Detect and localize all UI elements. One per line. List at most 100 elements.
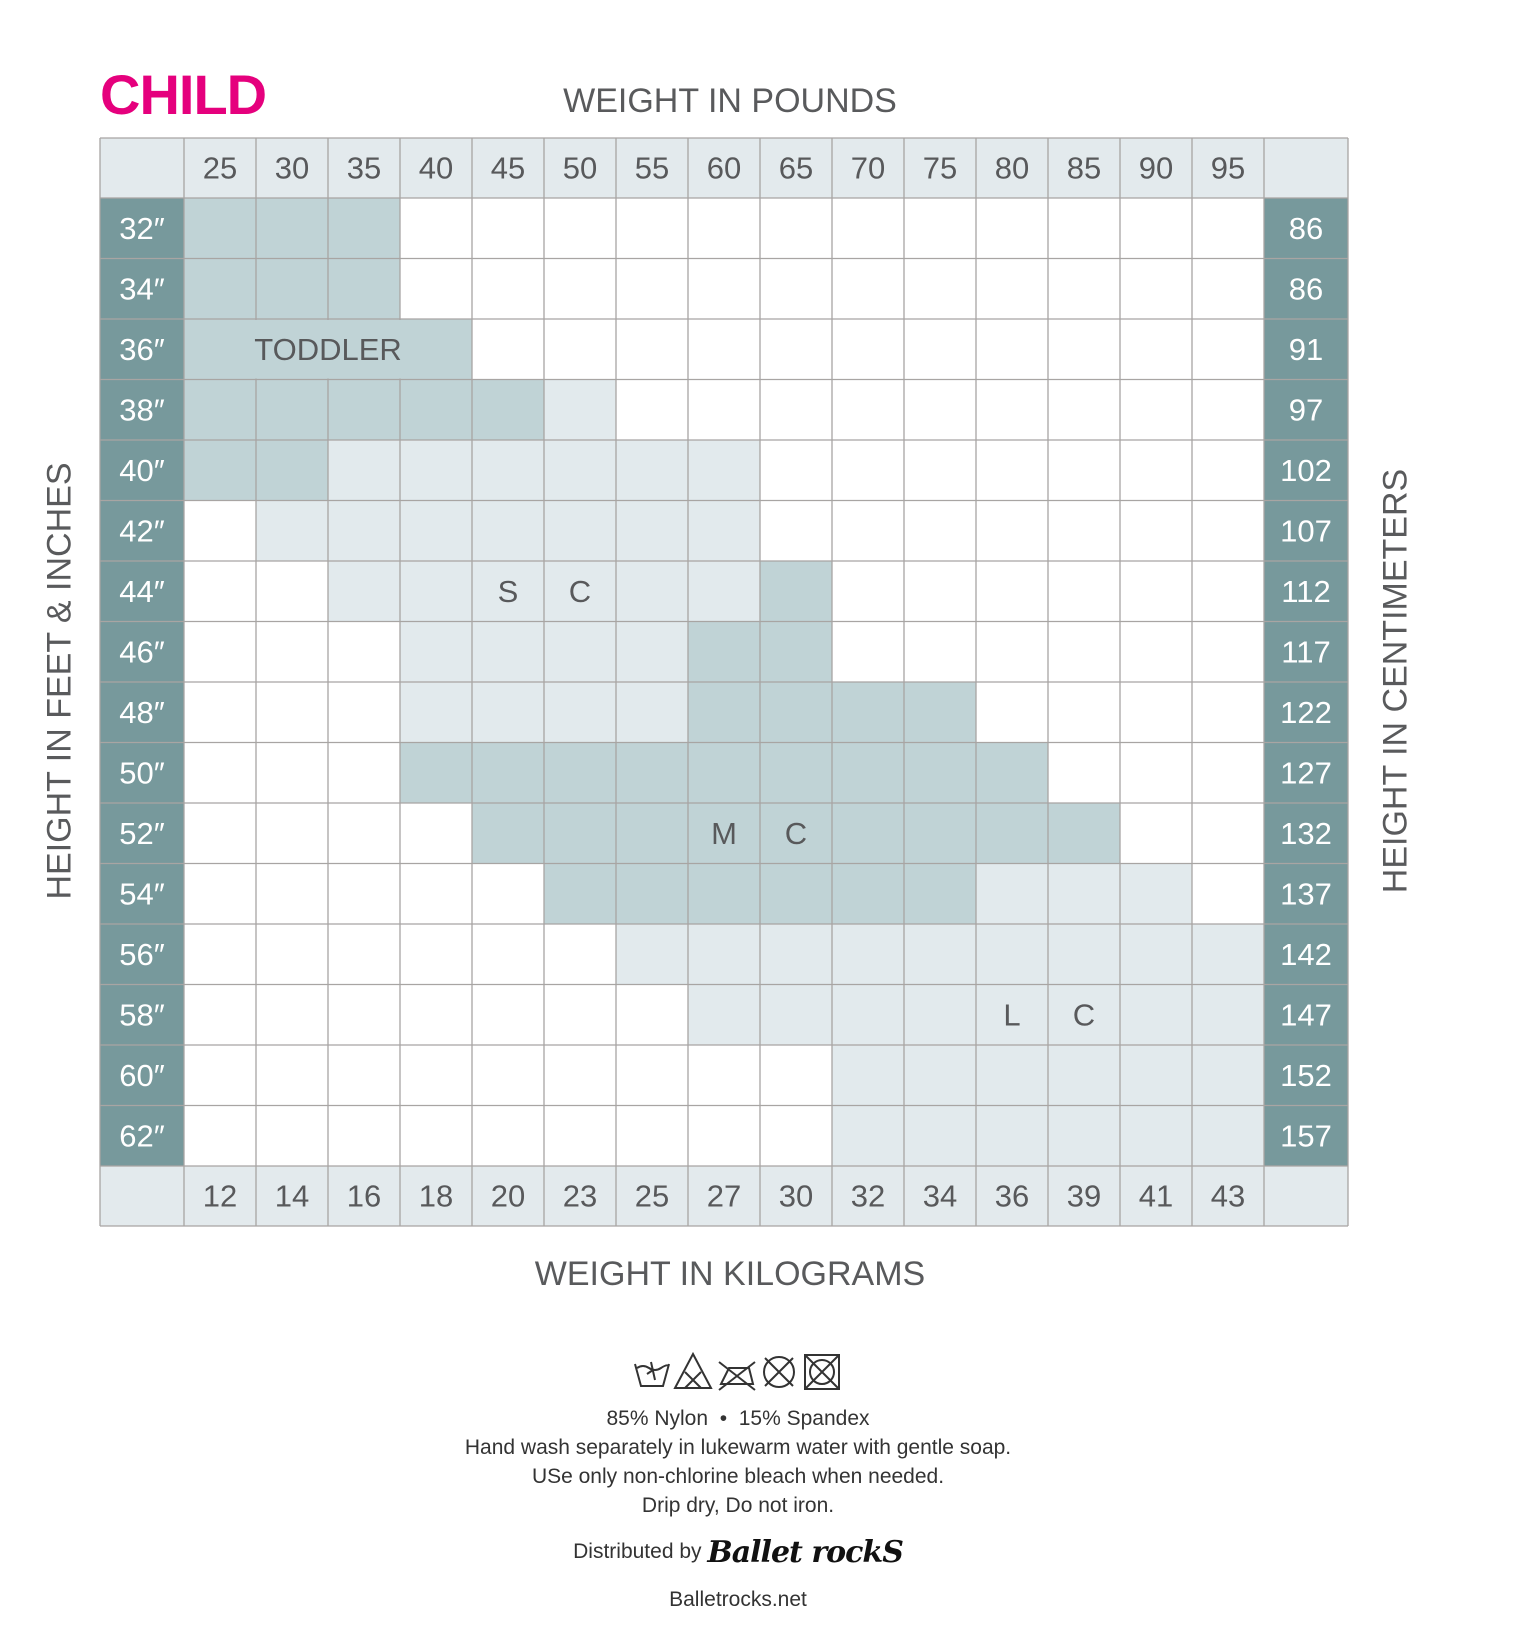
care-line-bleach: USe only non-chlorine bleach when needed…	[531, 1465, 945, 1488]
size-cell-lc	[976, 1105, 1048, 1166]
size-cell-mc	[976, 742, 1048, 803]
height-in-tick: 48″	[119, 695, 164, 730]
weight-kg-tick: 23	[563, 1179, 597, 1214]
weight-kg-tick: 27	[707, 1179, 741, 1214]
size-cell-toddler	[256, 440, 328, 501]
weight-kg-tick: 39	[1067, 1179, 1101, 1214]
height-in-tick: 40″	[119, 453, 164, 488]
size-cell-mc	[472, 803, 544, 864]
weight-lb-tick: 40	[419, 151, 453, 186]
size-cell-lc	[904, 924, 976, 985]
size-cell-mc	[760, 803, 832, 864]
size-cell-toddler	[184, 198, 256, 259]
size-cell-mc	[832, 682, 904, 743]
size-cell-mc	[544, 863, 616, 924]
size-cell-sc	[472, 621, 544, 682]
size-cell-mc	[760, 621, 832, 682]
weight-lb-tick: 45	[491, 151, 525, 186]
size-cell-lc	[1120, 1105, 1192, 1166]
height-in-tick: 52″	[119, 816, 164, 851]
distributed-by-text: Distributed by	[573, 1540, 702, 1563]
care-icons	[634, 1352, 840, 1391]
size-cell-toddler	[256, 198, 328, 259]
size-cell-sc	[544, 682, 616, 743]
height-cm-tick: 152	[1280, 1058, 1332, 1093]
fabric-spandex: 15% Spandex	[738, 1407, 870, 1430]
size-cell-sc	[400, 500, 472, 561]
size-cell-lc	[976, 863, 1048, 924]
height-in-tick: 42″	[119, 513, 164, 548]
size-cell-toddler	[328, 379, 400, 440]
weight-kg-tick: 43	[1211, 1179, 1245, 1214]
weight-lb-tick: 60	[707, 151, 741, 186]
size-cell-lc	[832, 984, 904, 1045]
size-cell-sc	[544, 561, 616, 622]
weight-kg-tick: 12	[203, 1179, 237, 1214]
size-cell-mc	[616, 803, 688, 864]
size-cell-sc	[544, 379, 616, 440]
website-link[interactable]: Balletrocks.net	[669, 1588, 807, 1611]
weight-kg-tick: 34	[923, 1179, 957, 1214]
weight-kg-tick: 25	[635, 1179, 669, 1214]
size-cell-lc	[976, 1045, 1048, 1106]
care-line-dry: Drip dry, Do not iron.	[641, 1494, 835, 1517]
size-cell-sc	[256, 500, 328, 561]
bottom-header-band	[100, 1166, 1348, 1226]
weight-kg-tick: 41	[1139, 1179, 1173, 1214]
weight-lb-tick: 25	[203, 151, 237, 186]
size-cell-lc	[904, 1105, 976, 1166]
do-not-tumble-dry-icon	[804, 1354, 840, 1390]
height-cm-tick: 147	[1280, 997, 1332, 1032]
weight-kg-tick: 20	[491, 1179, 525, 1214]
size-cell-sc	[472, 561, 544, 622]
height-in-tick: 56″	[119, 937, 164, 972]
size-cell-sc	[472, 500, 544, 561]
weight-lb-tick: 75	[923, 151, 957, 186]
height-cm-tick: 112	[1281, 574, 1330, 609]
size-cell-mc	[760, 863, 832, 924]
toddler-merged-cell	[185, 320, 471, 379]
size-cell-mc	[688, 742, 760, 803]
size-cell-lc	[760, 984, 832, 1045]
weight-lb-tick: 30	[275, 151, 309, 186]
size-label: L	[1003, 997, 1020, 1032]
size-cell-mc	[760, 742, 832, 803]
height-in-tick: 58″	[119, 997, 164, 1032]
size-cell-toddler	[184, 379, 256, 440]
size-cell-mc	[688, 803, 760, 864]
size-cell-mc	[616, 742, 688, 803]
do-not-dry-clean-icon	[763, 1356, 795, 1388]
chart-title: CHILD	[100, 63, 267, 126]
height-cm-tick: 102	[1280, 453, 1332, 488]
height-cm-tick: 97	[1289, 392, 1323, 427]
care-text: 85% Nylon • 15% Spandex Hand wash separa…	[0, 1404, 1476, 1520]
height-cm-tick: 137	[1280, 876, 1332, 911]
size-cell-sc	[472, 682, 544, 743]
size-cell-toddler	[256, 258, 328, 319]
height-in-tick: 50″	[119, 755, 164, 790]
size-cell-mc	[760, 561, 832, 622]
do-not-iron-icon	[718, 1361, 756, 1391]
size-cell-lc	[904, 984, 976, 1045]
size-cell-sc	[328, 440, 400, 501]
top-axis-label: WEIGHT IN POUNDS	[563, 82, 897, 120]
height-in-tick: 62″	[119, 1118, 164, 1153]
size-cell-mc	[688, 682, 760, 743]
distributed-by: Distributed by Ballet rockS	[0, 1535, 1476, 1570]
size-cell-lc	[1120, 863, 1192, 924]
size-cell-lc	[1048, 1105, 1120, 1166]
size-cell-mc	[472, 742, 544, 803]
size-cell-sc	[688, 561, 760, 622]
weight-lb-tick: 90	[1139, 151, 1173, 186]
height-in-tick: 34″	[119, 271, 164, 306]
size-cell-sc	[400, 682, 472, 743]
size-cell-lc	[976, 924, 1048, 985]
size-cell-lc	[1192, 1045, 1264, 1106]
size-cell-sc	[400, 621, 472, 682]
size-label: C	[785, 816, 807, 851]
size-cell-mc	[1048, 803, 1120, 864]
size-cell-toddler	[328, 258, 400, 319]
size-cell-lc	[688, 924, 760, 985]
size-cell-sc	[616, 561, 688, 622]
height-cm-tick: 142	[1280, 937, 1332, 972]
